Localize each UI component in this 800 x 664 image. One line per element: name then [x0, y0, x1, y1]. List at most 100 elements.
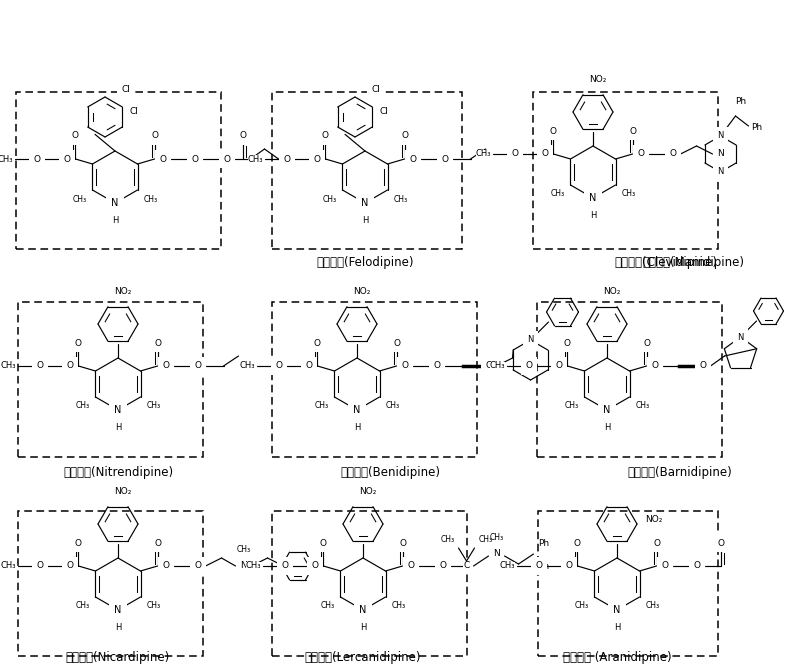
Text: Cl: Cl: [122, 86, 131, 94]
Text: Cl: Cl: [130, 106, 139, 116]
Text: N: N: [354, 405, 361, 415]
Text: CH₃: CH₃: [248, 155, 263, 163]
Text: N: N: [718, 131, 724, 141]
Text: CH₃: CH₃: [478, 535, 493, 544]
Text: NO₂: NO₂: [114, 487, 132, 496]
Text: 乐卡地平(Lercanidipine): 乐卡地平(Lercanidipine): [305, 651, 422, 664]
Text: H: H: [115, 623, 121, 632]
Text: CH₃: CH₃: [550, 189, 565, 199]
Text: O: O: [276, 361, 283, 371]
Text: N: N: [603, 405, 610, 415]
Bar: [18, 302, 203, 457]
Text: H: H: [112, 216, 118, 225]
Text: O: O: [433, 361, 440, 371]
Text: CH₃: CH₃: [622, 189, 636, 199]
Text: 马尼地平(Manidipine): 马尼地平(Manidipine): [642, 256, 744, 269]
Text: 巴尼地平(Barnidipine): 巴尼地平(Barnidipine): [628, 466, 732, 479]
Text: Ph: Ph: [735, 97, 746, 106]
Text: O: O: [556, 361, 563, 371]
Text: N: N: [527, 335, 534, 345]
Text: O: O: [629, 127, 636, 135]
Text: O: O: [322, 131, 329, 141]
Text: O: O: [401, 131, 408, 141]
Text: CH₃: CH₃: [490, 533, 503, 542]
Text: CH₃: CH₃: [143, 195, 158, 203]
Text: H: H: [604, 423, 610, 432]
Text: Ph: Ph: [538, 539, 550, 548]
Text: 非洛地平(Felodipine): 非洛地平(Felodipine): [316, 256, 414, 269]
Text: CH₃: CH₃: [635, 402, 650, 410]
Text: O: O: [154, 539, 161, 548]
Text: CH₃: CH₃: [0, 155, 14, 163]
Text: O: O: [162, 562, 169, 570]
Text: CH₃: CH₃: [322, 195, 337, 203]
Text: N: N: [718, 167, 724, 177]
Text: O: O: [409, 155, 416, 163]
Bar: [533, 92, 718, 249]
Text: H: H: [362, 216, 368, 225]
Text: O: O: [399, 539, 406, 548]
Text: O: O: [643, 339, 650, 347]
Bar: [538, 511, 718, 656]
Text: CH₃: CH₃: [386, 402, 400, 410]
Bar: [272, 92, 462, 249]
Bar: [272, 511, 467, 656]
Text: O: O: [693, 562, 700, 570]
Text: O: O: [154, 339, 161, 347]
Text: O: O: [314, 339, 321, 347]
Text: O: O: [401, 361, 408, 371]
Text: O: O: [637, 149, 644, 159]
Text: O: O: [159, 155, 166, 163]
Text: O: O: [485, 361, 492, 371]
Text: O: O: [239, 131, 246, 141]
Text: O: O: [393, 339, 400, 347]
Text: O: O: [72, 131, 79, 141]
Text: O: O: [699, 361, 706, 371]
Text: O: O: [441, 155, 448, 163]
Text: NO₂: NO₂: [114, 287, 132, 296]
Text: CH₃: CH₃: [391, 602, 406, 610]
Text: O: O: [162, 361, 169, 371]
Text: O: O: [439, 562, 446, 570]
Text: CH₃: CH₃: [75, 402, 90, 410]
Text: N: N: [111, 198, 118, 208]
Text: O: O: [542, 149, 549, 159]
Bar: [18, 511, 203, 656]
Text: O: O: [314, 155, 321, 163]
Text: O: O: [37, 562, 44, 570]
Text: NO₂: NO₂: [354, 287, 370, 296]
Bar: [16, 92, 221, 249]
Text: C: C: [463, 562, 470, 570]
Text: CH₃: CH₃: [1, 562, 17, 570]
Text: N: N: [493, 550, 500, 558]
Text: CH₃: CH₃: [72, 195, 86, 203]
Text: N: N: [114, 605, 122, 615]
Text: O: O: [223, 155, 230, 163]
Text: Ph: Ph: [538, 562, 550, 571]
Text: CH₃: CH₃: [75, 602, 90, 610]
Text: O: O: [669, 149, 676, 159]
Text: O: O: [194, 562, 201, 570]
Text: CH₃: CH₃: [564, 402, 578, 410]
Text: O: O: [191, 155, 198, 163]
Text: N: N: [614, 605, 621, 615]
Text: CH₃: CH₃: [240, 361, 255, 371]
Text: CH₃: CH₃: [320, 602, 334, 610]
Text: O: O: [564, 339, 571, 347]
Text: 贝尼地平(Benidipine): 贝尼地平(Benidipine): [340, 466, 440, 479]
Text: 阿雷地平 (Aranidipine): 阿雷地平 (Aranidipine): [562, 651, 671, 664]
Text: Cl: Cl: [380, 106, 389, 116]
Text: O: O: [717, 539, 724, 548]
Text: CH₃: CH₃: [146, 602, 161, 610]
Text: N: N: [362, 198, 369, 208]
Bar: [272, 302, 477, 457]
Text: H: H: [354, 423, 360, 432]
Text: 尼卡地平(Nicardipine): 尼卡地平(Nicardipine): [66, 651, 170, 664]
Text: O: O: [526, 361, 533, 371]
Text: CH₃: CH₃: [574, 602, 589, 610]
Text: O: O: [651, 361, 658, 371]
Text: O: O: [320, 539, 327, 548]
Text: O: O: [566, 562, 573, 570]
Text: O: O: [306, 361, 313, 371]
Text: H: H: [590, 211, 596, 220]
